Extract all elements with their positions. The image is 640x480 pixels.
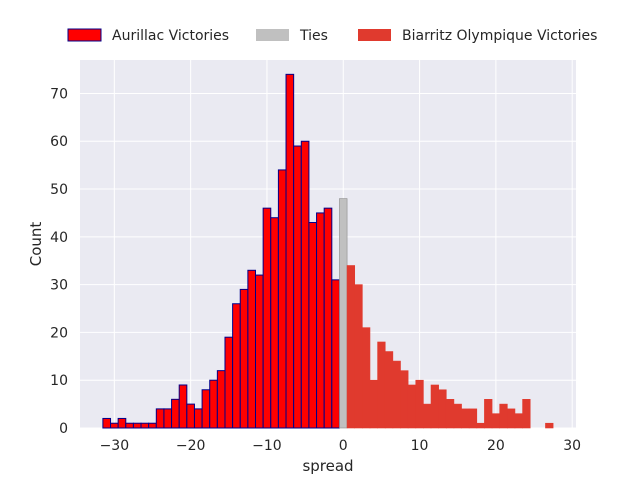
bar bbox=[171, 398, 180, 429]
bar bbox=[384, 351, 394, 429]
y-tick-label: 60 bbox=[50, 134, 68, 150]
bar bbox=[239, 288, 249, 429]
y-tick-label: 70 bbox=[50, 86, 68, 102]
bar bbox=[140, 422, 150, 429]
bar bbox=[461, 408, 470, 429]
bar bbox=[224, 336, 234, 429]
bar bbox=[476, 422, 485, 429]
legend-swatch bbox=[256, 29, 289, 41]
bar bbox=[430, 384, 439, 429]
bar bbox=[346, 265, 356, 429]
bar bbox=[163, 408, 173, 429]
y-tick-label: 10 bbox=[50, 373, 68, 389]
bar bbox=[392, 360, 401, 429]
bar bbox=[148, 422, 157, 429]
bar bbox=[186, 403, 195, 429]
bar bbox=[117, 417, 127, 429]
x-tick-label: −30 bbox=[100, 438, 130, 454]
bar bbox=[415, 379, 424, 429]
bar bbox=[110, 422, 119, 429]
bar bbox=[484, 399, 493, 429]
bar bbox=[522, 399, 531, 429]
bar bbox=[491, 413, 500, 429]
bar bbox=[423, 403, 432, 429]
bar bbox=[323, 207, 333, 429]
bar bbox=[178, 384, 188, 429]
x-axis-ticks: −30 −20 −10 0 10 20 30 bbox=[100, 438, 582, 454]
bar bbox=[453, 403, 462, 429]
bar bbox=[262, 207, 272, 429]
bar bbox=[155, 408, 165, 429]
bar bbox=[316, 212, 325, 429]
bar bbox=[545, 422, 554, 429]
bar bbox=[300, 140, 310, 429]
bar bbox=[377, 341, 386, 429]
bar bbox=[507, 408, 516, 429]
y-axis-ticks: 0 10 20 30 40 50 60 70 bbox=[50, 86, 68, 437]
bar bbox=[445, 399, 455, 429]
bar bbox=[331, 279, 340, 429]
legend-swatch bbox=[358, 29, 391, 41]
bar bbox=[193, 408, 203, 429]
y-tick-label: 40 bbox=[50, 230, 68, 246]
y-tick-label: 50 bbox=[50, 182, 68, 198]
y-tick-label: 30 bbox=[50, 278, 68, 294]
bar bbox=[514, 413, 523, 429]
y-axis-label: Count bbox=[27, 222, 45, 267]
bar bbox=[232, 303, 241, 429]
x-tick-label: 10 bbox=[411, 438, 429, 454]
bar bbox=[132, 422, 142, 429]
bar bbox=[277, 169, 287, 429]
x-tick-label: 20 bbox=[487, 438, 505, 454]
legend-label: Aurillac Victories bbox=[112, 28, 229, 44]
x-tick-label: 30 bbox=[563, 438, 581, 454]
bar bbox=[255, 274, 264, 429]
bar bbox=[209, 379, 218, 429]
x-tick-label: −20 bbox=[176, 438, 206, 454]
bar bbox=[125, 422, 134, 429]
bar bbox=[468, 408, 478, 429]
x-tick-label: −10 bbox=[252, 438, 282, 454]
bar bbox=[293, 145, 302, 429]
bar bbox=[339, 198, 348, 429]
bar bbox=[369, 379, 378, 429]
bar bbox=[400, 370, 409, 429]
bar bbox=[362, 327, 371, 429]
bar bbox=[201, 389, 211, 429]
bars bbox=[102, 73, 554, 429]
legend-label: Biarritz Olympique Victories bbox=[402, 28, 597, 44]
bar bbox=[407, 384, 417, 429]
bar bbox=[270, 217, 279, 429]
bar bbox=[499, 403, 508, 429]
bar bbox=[247, 269, 257, 429]
bar bbox=[438, 389, 447, 429]
y-tick-label: 0 bbox=[59, 421, 68, 437]
bar bbox=[354, 284, 363, 429]
bar bbox=[285, 73, 295, 429]
x-axis-label: spread bbox=[302, 457, 353, 475]
bar bbox=[102, 417, 112, 429]
bar bbox=[308, 221, 318, 429]
legend-swatch bbox=[67, 28, 102, 42]
bar bbox=[216, 370, 226, 429]
legend: Aurillac Victories Ties Biarritz Olympique… bbox=[67, 28, 597, 44]
x-tick-label: 0 bbox=[339, 438, 348, 454]
y-tick-label: 20 bbox=[50, 325, 68, 341]
legend-label: Ties bbox=[299, 28, 328, 44]
